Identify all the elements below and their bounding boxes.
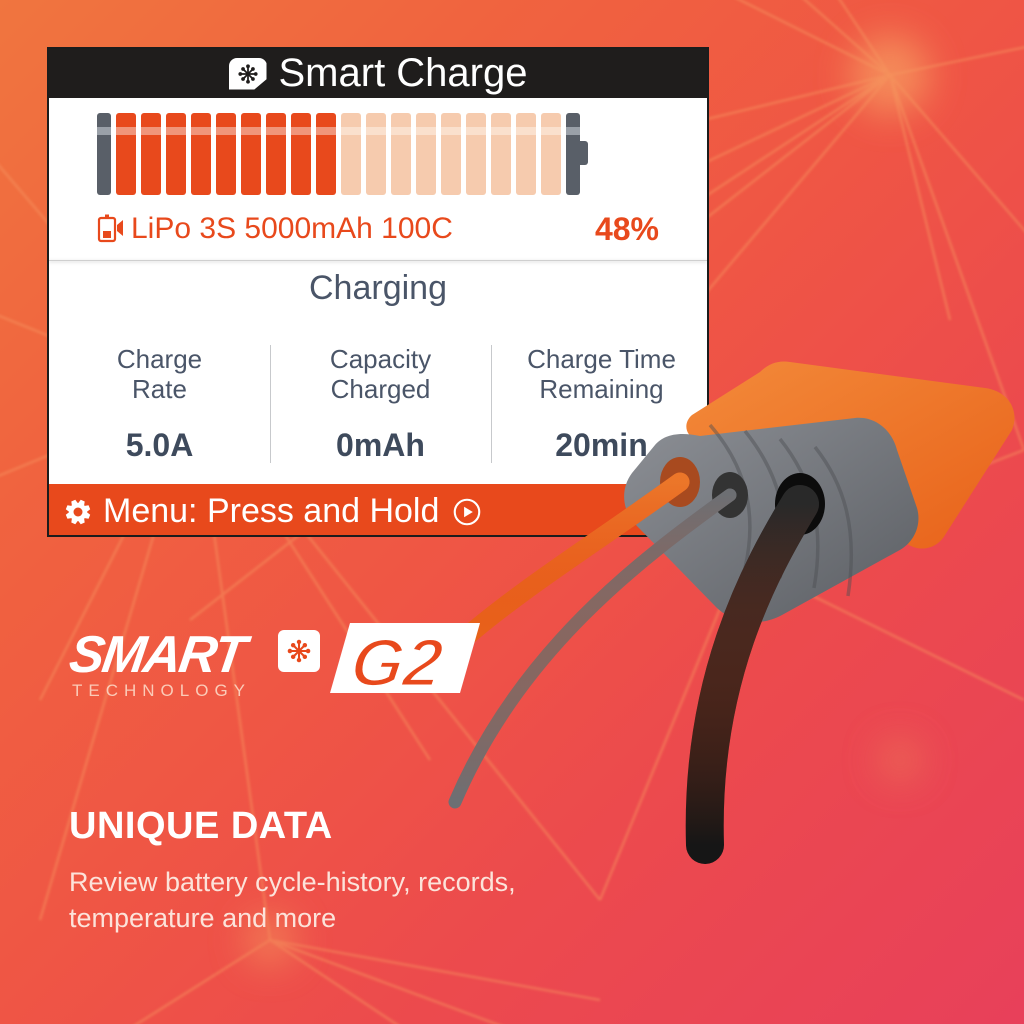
svg-text:G2: G2 [346, 625, 447, 701]
